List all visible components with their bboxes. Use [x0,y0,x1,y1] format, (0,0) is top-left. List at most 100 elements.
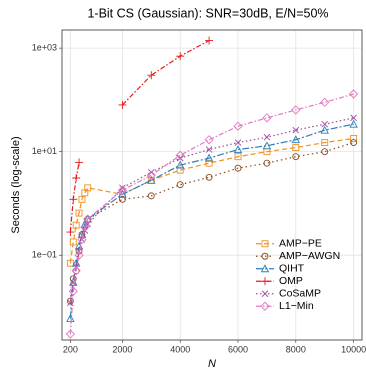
x-tick-label: 8000 [286,344,306,354]
marker [349,119,358,128]
marker [83,214,92,223]
marker [71,266,81,276]
marker [66,228,75,237]
marker [118,195,126,203]
legend-label: L1−Min [279,300,314,312]
marker [350,134,358,142]
marker [260,264,270,273]
marker [72,221,80,229]
marker [83,214,93,224]
marker [260,301,270,311]
legend-label: AMP−AWGN [279,250,340,262]
marker [75,209,83,217]
x-tick-label: 6000 [228,344,248,354]
marker [147,71,156,80]
marker [291,135,301,144]
marker [262,141,272,150]
marker [350,114,357,122]
marker [205,36,214,45]
marker [292,126,300,134]
marker [146,170,156,180]
marker [66,313,75,322]
marker [350,139,358,146]
marker [233,145,243,153]
marker [261,277,269,286]
marker [84,184,92,192]
plot-background [62,30,362,340]
marker [205,146,213,153]
plot-border [61,29,363,341]
marker [261,252,269,260]
marker [66,297,74,305]
marker [262,113,272,123]
marker [74,250,84,260]
chart-title: 1-Bit CS (Gaussian): SNR=30dB, E/N=50% [87,6,328,20]
marker [176,166,184,174]
marker [176,181,184,189]
marker [204,135,214,145]
marker [234,139,242,146]
marker [261,240,269,248]
marker [117,185,128,195]
legend-label: OMP [279,275,303,287]
marker [118,100,127,109]
marker [175,150,185,160]
y-tick-label: 1e+01 [32,146,57,156]
series-line [69,117,354,303]
x-tick-label: 200 [63,344,78,354]
marker [118,189,127,198]
series-line [69,162,80,233]
marker [292,153,300,161]
marker [348,89,359,99]
legend-label: CoSaMP [279,288,321,300]
series-line [69,141,354,302]
x-tick-label: 2000 [112,344,132,354]
marker [321,139,329,146]
marker [205,159,213,167]
marker [261,290,269,298]
marker [69,195,78,204]
marker [68,286,78,297]
series-line [121,40,210,106]
marker [176,52,185,61]
x-tick-label: 10000 [341,344,366,354]
x-tick-label: 4000 [170,344,190,354]
marker [69,238,77,246]
marker [69,277,78,286]
marker [292,144,300,152]
marker [72,173,81,182]
series-line [69,93,354,335]
marker [320,125,329,134]
marker [147,192,155,200]
marker [65,329,76,339]
marker [176,154,184,162]
marker [263,133,271,141]
marker [234,153,242,161]
marker [321,148,329,156]
y-tick-label: 1e−01 [32,250,57,260]
marker [147,175,156,184]
marker [66,259,74,267]
x-axis-title: N [208,358,216,368]
legend-label: AMP−PE [279,238,322,250]
marker [205,173,213,181]
y-tick-label: 1e+03 [32,43,57,53]
y-axis-title: Seconds (log-scale) [10,136,22,233]
marker [77,234,87,245]
series-line [69,123,354,319]
marker [263,159,271,167]
marker [234,164,242,172]
marker [233,121,243,131]
marker [204,153,214,162]
marker [80,222,90,232]
marker [175,160,185,169]
marker [320,97,330,107]
marker [291,105,301,115]
marker [75,158,84,167]
marker [119,184,126,192]
marker [321,120,329,128]
marker [78,195,86,203]
legend-label: QIHT [279,263,305,275]
